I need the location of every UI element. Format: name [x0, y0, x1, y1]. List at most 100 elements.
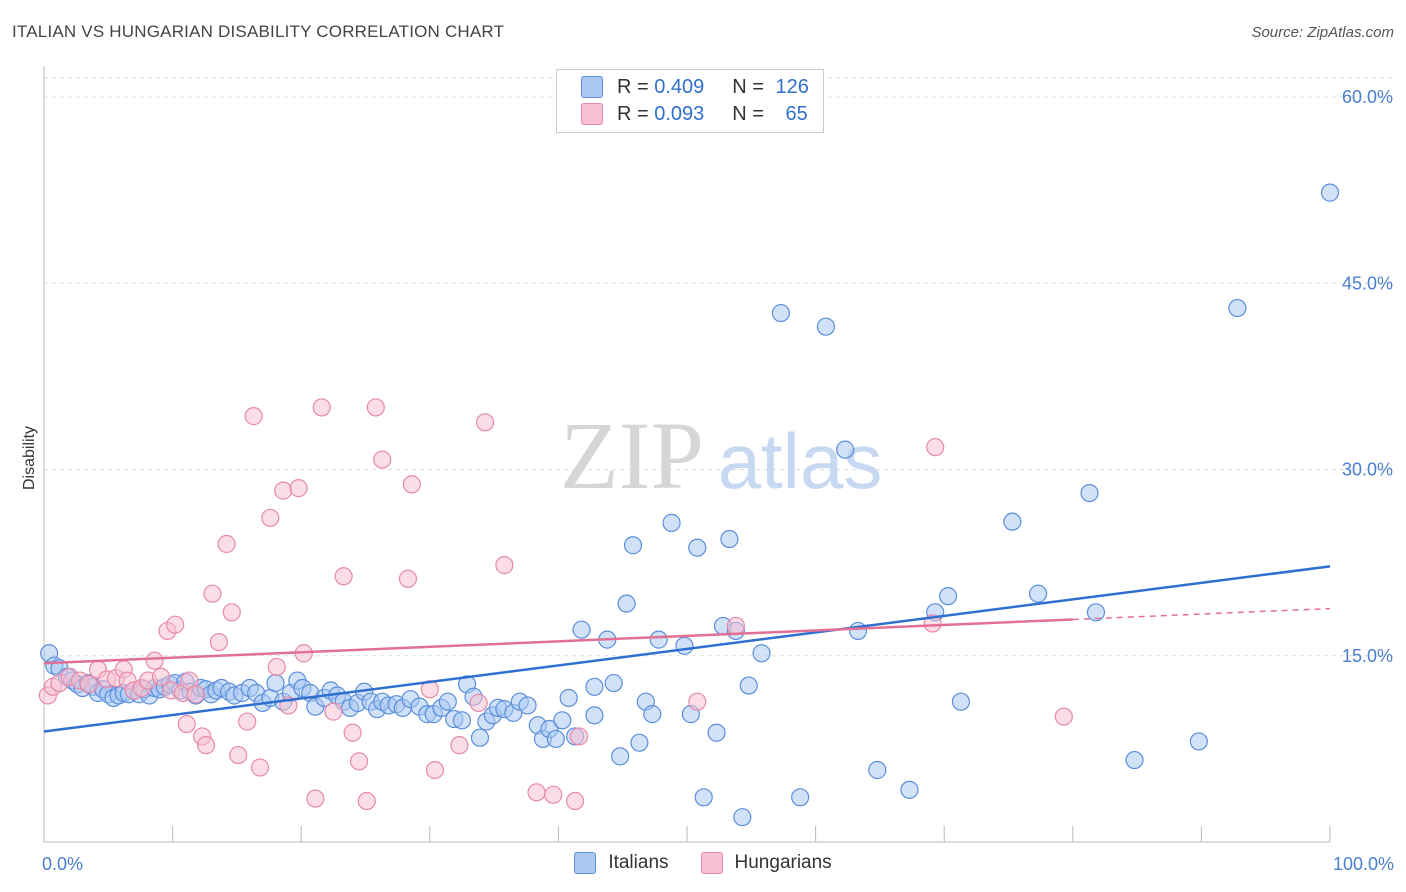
trend-line-italians	[43, 565, 1331, 733]
legend-row-hungarians: R = 0.093 N = 65	[581, 102, 808, 126]
x-tick-label: 0.0%	[42, 854, 83, 874]
point-italians	[643, 705, 662, 724]
series-legend-italians: Italians	[574, 852, 669, 874]
point-italians	[675, 636, 694, 655]
point-hungarians	[544, 785, 563, 804]
point-italians	[470, 728, 490, 747]
point-italians	[546, 729, 565, 749]
point-italians	[518, 696, 537, 715]
y-axis-label: Disability	[21, 426, 38, 490]
stats-legend: R = 0.409 N = 126 R = 0.093 N = 65	[556, 69, 824, 133]
legend-r-label: R =	[617, 75, 655, 98]
point-hungarians	[186, 685, 205, 704]
legend-n-value: 65	[785, 102, 808, 125]
point-italians	[791, 788, 810, 807]
point-hungarians	[79, 675, 99, 694]
series-swatch-hungarians	[700, 852, 723, 874]
watermark-zip: ZIP	[560, 402, 704, 509]
point-hungarians	[349, 752, 369, 771]
point-italians	[604, 673, 623, 693]
point-italians	[733, 808, 752, 827]
point-italians	[1228, 298, 1247, 318]
point-hungarians	[203, 584, 222, 603]
tick-labels: 15.0% 30.0% 45.0% 60.0% 0.0% 100.0%	[42, 87, 1394, 874]
series-legend-hungarians: Hungarians	[700, 852, 832, 874]
legend-r-value: 0.409	[654, 75, 705, 98]
point-hungarians	[151, 667, 171, 686]
point-hungarians	[261, 508, 280, 528]
point-hungarians	[366, 398, 385, 417]
point-hungarians	[688, 692, 707, 711]
point-hungarians	[425, 760, 445, 780]
point-hungarians	[166, 615, 185, 634]
series-swatch-italians	[574, 852, 597, 874]
point-italians	[559, 688, 578, 708]
point-hungarians	[217, 534, 236, 554]
point-italians	[720, 529, 739, 549]
y-tick-label: 60.0%	[1342, 87, 1393, 107]
x-tick-label: 100.0%	[1333, 854, 1394, 874]
point-italians	[623, 536, 643, 555]
point-hungarians	[312, 398, 331, 417]
y-tick-label: 30.0%	[1342, 460, 1393, 480]
watermark: ZIP atlas	[560, 402, 882, 509]
point-hungarians	[566, 791, 585, 811]
point-hungarians	[469, 693, 488, 713]
chart-title: ITALIAN VS HUNGARIAN DISABILITY CORRELAT…	[12, 22, 505, 41]
point-hungarians	[923, 614, 942, 633]
point-hungarians	[726, 616, 745, 636]
point-italians	[1320, 183, 1340, 202]
y-tick-label: 45.0%	[1342, 273, 1393, 293]
point-italians	[707, 723, 726, 742]
axes	[43, 66, 1331, 843]
point-hungarians	[1054, 707, 1073, 726]
legend-swatch-italians	[581, 76, 603, 98]
point-hungarians	[274, 481, 293, 500]
point-hungarians	[357, 791, 376, 811]
trend-line-hungarians	[43, 618, 1073, 665]
point-italians	[1003, 512, 1022, 531]
point-hungarians	[398, 569, 418, 588]
point-italians	[1080, 483, 1099, 503]
legend-n-label: N =	[732, 102, 770, 125]
point-italians	[688, 538, 707, 557]
point-italians	[585, 706, 604, 725]
point-italians	[951, 692, 971, 711]
watermark-atlas: atlas	[718, 417, 883, 505]
legend-n-value: 126	[775, 75, 809, 98]
legend-n-label: N =	[732, 75, 770, 98]
legend-r-label: R =	[617, 102, 655, 125]
point-hungarians	[324, 702, 343, 721]
point-italians	[452, 711, 472, 730]
point-italians	[1125, 750, 1144, 770]
point-italians	[649, 630, 668, 649]
point-italians	[1189, 732, 1208, 751]
y-tick-label: 15.0%	[1342, 646, 1393, 666]
point-italians	[553, 711, 572, 730]
point-italians	[266, 673, 285, 693]
point-italians	[868, 760, 887, 780]
point-hungarians	[373, 450, 392, 469]
point-hungarians	[402, 475, 421, 494]
point-italians	[585, 677, 604, 696]
point-italians	[694, 788, 713, 807]
point-hungarians	[244, 407, 263, 426]
point-italians	[900, 780, 919, 799]
point-hungarians	[250, 758, 270, 777]
point-hungarians	[238, 712, 257, 731]
point-hungarians	[177, 714, 196, 734]
point-hungarians	[222, 603, 241, 622]
point-italians	[771, 303, 790, 323]
point-hungarians	[343, 723, 362, 742]
point-italians	[611, 747, 630, 766]
point-italians	[816, 317, 835, 336]
series-legend: Italians Hungarians	[0, 852, 1406, 874]
legend-r-value: 0.093	[654, 102, 705, 125]
point-italians	[938, 587, 958, 606]
point-italians	[572, 620, 591, 639]
point-hungarians	[475, 413, 495, 432]
trend-lines	[43, 565, 1331, 733]
point-hungarians	[450, 736, 469, 755]
point-hungarians	[306, 789, 325, 808]
